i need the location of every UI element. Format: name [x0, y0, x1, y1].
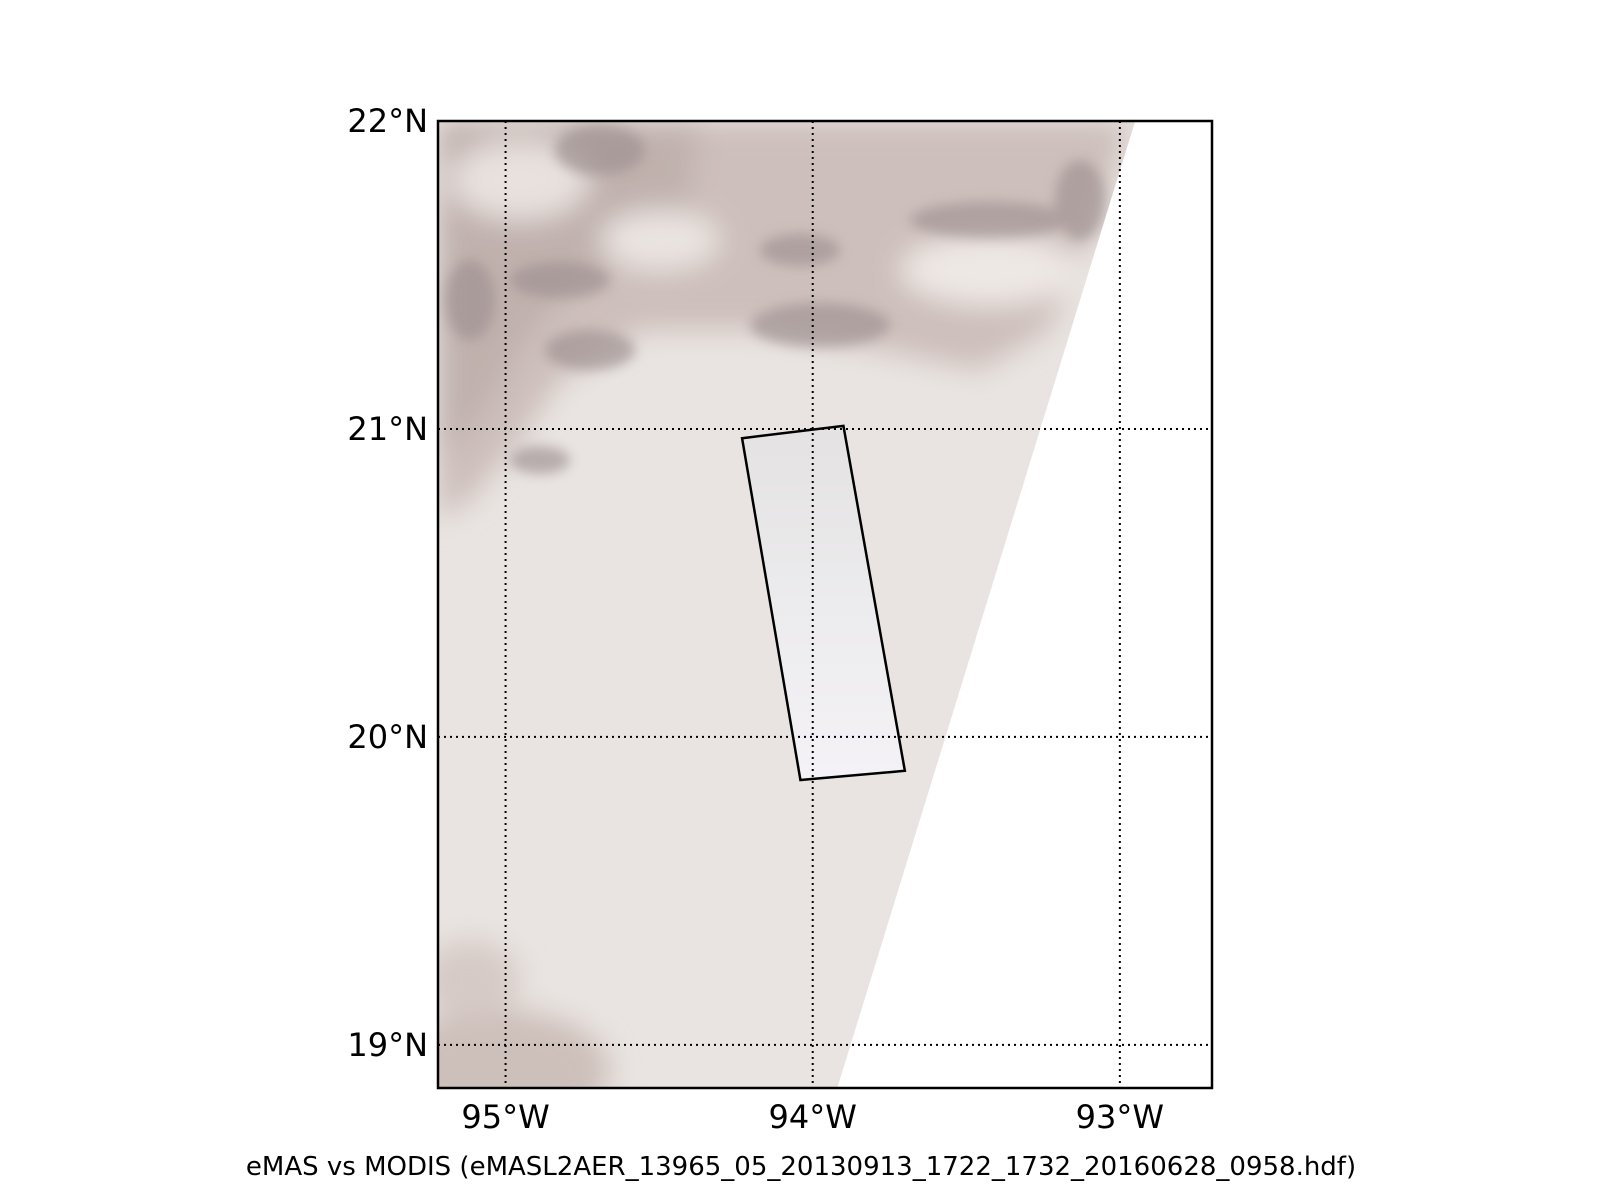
graticule	[438, 121, 1212, 1088]
map-frame	[436, 119, 1214, 1090]
outside-swath-area	[837, 121, 1212, 1088]
latitude-label: 21°N	[347, 410, 428, 448]
emas-flight-box	[740, 424, 907, 782]
longitude-label: 94°W	[769, 1098, 857, 1136]
figure-caption: eMAS vs MODIS (eMASL2AER_13965_05_201309…	[246, 1152, 1356, 1182]
map-imagery	[438, 121, 1212, 1088]
longitude-label: 95°W	[461, 1098, 549, 1136]
longitude-label: 93°W	[1076, 1098, 1164, 1136]
cloud-shadows	[445, 125, 1105, 474]
latitude-label: 22°N	[347, 102, 428, 140]
axis-labels: 95°W 94°W 93°W 19°N 20°N 21°N 22°N	[347, 102, 1164, 1136]
latitude-label: 20°N	[347, 718, 428, 756]
latitude-label: 19°N	[347, 1026, 428, 1064]
